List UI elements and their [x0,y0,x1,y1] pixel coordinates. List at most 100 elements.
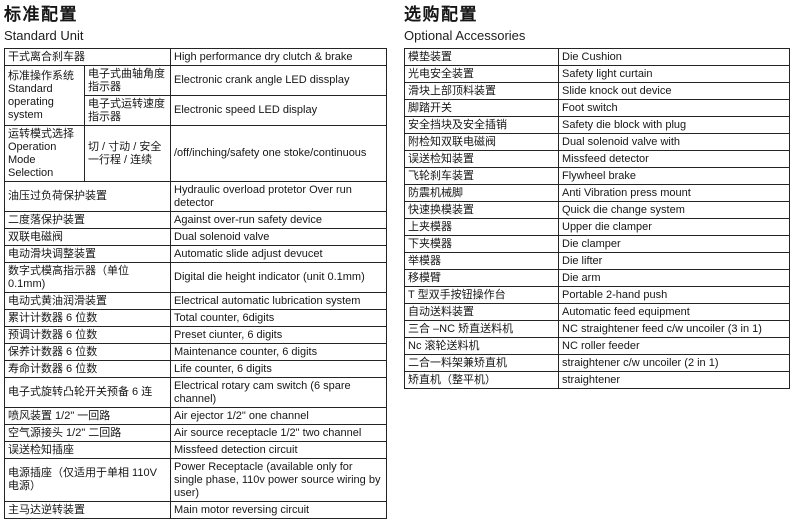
spec-name-cell: 快速换模装置 [404,201,559,219]
spec-name-cell: 上夹模器 [404,218,559,236]
table-row: T 型双手按钮操作台 Portable 2-hand push [404,286,790,304]
spec-name-cell: 二合一料架兼矫直机 [404,354,559,372]
table-row: 误送检知装置 Missfeed detector [404,150,790,168]
spec-name-cell: 切 / 寸动 / 安全一行程 / 连续 [84,125,171,182]
spec-name-cell: 模垫装置 [404,48,559,66]
spec-name-cell: 附检知双联电磁阀 [404,133,559,151]
spec-name-cell: 双联电磁阀 [4,228,171,246]
standard-unit-title-en: Standard Unit [4,28,84,43]
table-row: 模垫装置 Die Cushion [404,48,790,66]
spec-desc-cell: Foot switch [558,99,790,117]
table-row: 电子式旋转凸轮开关预备 6 连 Electrical rotary cam swi… [4,377,387,408]
spec-name-cell: 电源插座（仅适用于单相 110V 电源） [4,458,171,502]
spec-desc-cell: NC straightener feed c/w uncoiler (3 in … [558,320,790,338]
table-row: 误送检知插座 Missfeed detection circuit [4,441,387,459]
spec-name-cell: 误送检知装置 [404,150,559,168]
table-row: 滑块上部顶料装置 Slide knock out device [404,82,790,100]
spec-name-cell: 三合 –NC 矫直送料机 [404,320,559,338]
spec-name-cell: 电子式运转速度指示器 [84,95,171,126]
spec-group-cell: 运转模式选择 Operation Mode Selection [4,125,85,182]
table-row: 电动式黄油润滑装置 Electrical automatic lubricatio… [4,292,387,310]
spec-name-cell: 移模臂 [404,269,559,287]
spec-desc-cell: Main motor reversing circuit [170,501,387,519]
optional-accessories-table: 模垫装置 Die Cushion 光电安全装置 Safety light curtai… [404,48,790,389]
spec-name-cell: Nc 滚轮送料机 [404,337,559,355]
spec-desc-cell: Die lifter [558,252,790,270]
table-row: 二度落保护装置 Against over-run safety device [4,211,387,229]
table-row: 电子式运转速度指示器 Electronic speed LED display [5,95,387,126]
spec-name-cell: 矫直机（整平机） [404,371,559,389]
spec-desc-cell: NC roller feeder [558,337,790,355]
spec-name-cell: 电动式黄油润滑装置 [4,292,171,310]
spec-desc-cell: Automatic feed equipment [558,303,790,321]
spec-name-cell: 光电安全装置 [404,65,559,83]
spec-name-cell: 电动滑块调整装置 [4,245,171,263]
spec-name-cell: 空气源接头 1/2" 二回路 [4,424,171,442]
table-row: 电源插座（仅适用于单相 110V 电源） Power Receptacle (av… [4,458,387,502]
table-row: 脚踏开关 Foot switch [404,99,790,117]
spec-name-cell: 主马达逆转装置 [4,501,171,519]
table-row: 自动送料装置 Automatic feed equipment [404,303,790,321]
spec-name-cell: T 型双手按钮操作台 [404,286,559,304]
spec-desc-cell: Dual solenoid valve [170,228,387,246]
table-row: 电动滑块调整装置 Automatic slide adjust devucet [4,245,387,263]
spec-name-cell: 自动送料装置 [404,303,559,321]
spec-desc-cell: Anti Vibration press mount [558,184,790,202]
table-row: 预调计数器 6 位数 Preset ciunter, 6 digits [4,326,387,344]
table-row: 附检知双联电磁阀 Dual solenoid valve with [404,133,790,151]
spec-desc-cell: Upper die clamper [558,218,790,236]
table-row: 累计计数器 6 位数 Total counter, 6digits [4,309,387,327]
spec-desc-cell: Electronic crank angle LED dissplay [170,65,387,96]
spec-desc-cell: Maintenance counter, 6 digits [170,343,387,361]
table-row: 主马达逆转装置 Main motor reversing circuit [4,501,387,519]
spec-desc-cell: Missfeed detector [558,150,790,168]
spec-desc-cell: Electronic speed LED display [170,95,387,126]
table-row: 飞轮刹车装置 Flywheel brake [404,167,790,185]
table-row: 数字式模高指示器（单位 0.1mm) Digital die height ind… [4,262,387,293]
spec-desc-cell: Slide knock out device [558,82,790,100]
table-row: 标准操作系统 Standard operating system 电子式曲轴角度指… [4,65,387,126]
spec-name-cell: 脚踏开关 [404,99,559,117]
table-row: 油压过负荷保护装置 Hydraulic overload protetor Ove… [4,181,387,212]
table-row: 安全挡块及安全插销 Safety die block with plug [404,116,790,134]
spec-name-cell: 二度落保护装置 [4,211,171,229]
table-row: 保养计数器 6 位数 Maintenance counter, 6 digits [4,343,387,361]
spec-name-cell: 预调计数器 6 位数 [4,326,171,344]
spec-name-cell: 防震机械脚 [404,184,559,202]
spec-group-cell: 标准操作系统 Standard operating system [4,65,85,126]
spec-name-cell: 滑块上部顶料装置 [404,82,559,100]
standard-unit-table: 干式离合刹车器 High performance dry clutch & bra… [4,48,387,519]
spec-name-cell: 电子式旋转凸轮开关预备 6 连 [4,377,171,408]
spec-desc-cell: straightener c/w uncoiler (2 in 1) [558,354,790,372]
spec-desc-cell: Total counter, 6digits [170,309,387,327]
spec-sheet-page: { "left_section": { "title": "标准配置", "su… [4,5,790,519]
spec-desc-cell: straightener [558,371,790,389]
spec-desc-cell: High performance dry clutch & brake [170,48,387,66]
spec-desc-cell: Air source receptacle 1/2" two channel [170,424,387,442]
spec-name-cell: 下夹模器 [404,235,559,253]
table-row: 防震机械脚 Anti Vibration press mount [404,184,790,202]
table-row: 快速换模装置 Quick die change system [404,201,790,219]
spec-name-cell: 干式离合刹车器 [4,48,171,66]
standard-unit-section: 标准配置 Standard Unit 干式离合刹车器 High performan… [4,4,387,519]
spec-name-cell: 飞轮刹车装置 [404,167,559,185]
spec-desc-cell: Hydraulic overload protetor Over run det… [170,181,387,212]
spec-desc-cell: Preset ciunter, 6 digits [170,326,387,344]
spec-name-cell: 累计计数器 6 位数 [4,309,171,327]
table-row: 上夹模器 Upper die clamper [404,218,790,236]
table-row: 运转模式选择 Operation Mode Selection 切 / 寸动 / … [4,125,387,182]
spec-desc-cell: Die Cushion [558,48,790,66]
spec-desc-cell: Electrical automatic lubrication system [170,292,387,310]
spec-name-cell: 安全挡块及安全插销 [404,116,559,134]
spec-name-cell: 数字式模高指示器（单位 0.1mm) [4,262,171,293]
spec-name-cell: 电子式曲轴角度指示器 [84,65,171,96]
spec-desc-cell: Die arm [558,269,790,287]
spec-desc-cell: Power Receptacle (available only for sin… [170,458,387,502]
spec-name-cell: 喷风装置 1/2" 一回路 [4,407,171,425]
optional-accessories-title-en: Optional Accessories [404,28,526,43]
spec-desc-cell: Air ejector 1/2" one channel [170,407,387,425]
spec-name-cell: 油压过负荷保护装置 [4,181,171,212]
table-row: 矫直机（整平机） straightener [404,371,790,389]
spec-desc-cell: Die clamper [558,235,790,253]
spec-desc-cell: /off/inching/safety one stoke/continuous [170,125,387,182]
